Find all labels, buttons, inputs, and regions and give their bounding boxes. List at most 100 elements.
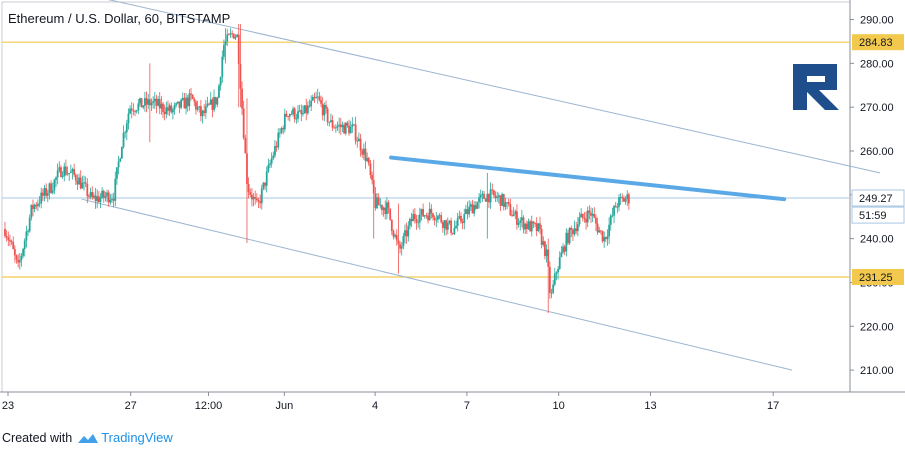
candle-body <box>84 182 87 184</box>
candle-body <box>106 192 108 197</box>
candle-body <box>433 217 436 221</box>
candle-body <box>469 204 472 207</box>
candle-body <box>420 209 423 215</box>
candle-body <box>153 98 156 102</box>
price-label-box-current <box>851 189 905 207</box>
candle-body <box>88 196 90 197</box>
candle-body <box>321 103 324 116</box>
price-label-current: 249.27 <box>859 193 893 205</box>
candle-body <box>606 236 609 240</box>
candle-body <box>540 228 543 245</box>
candle-body <box>86 183 89 197</box>
y-tick-label: 240.00 <box>860 234 894 246</box>
candle-body <box>481 193 484 195</box>
candle-body <box>598 230 601 233</box>
candle-body <box>216 97 219 105</box>
candle-body <box>96 196 99 202</box>
candle-body <box>448 220 451 223</box>
candle-body <box>224 41 227 46</box>
price-label-box-countdown <box>851 206 905 224</box>
candle-body <box>545 249 548 257</box>
candle-body <box>311 96 314 101</box>
candle-body <box>234 36 237 39</box>
candle-body <box>359 138 362 151</box>
candle-body <box>409 218 411 226</box>
footer-credit: Created with TradingView <box>2 430 173 445</box>
candle-body <box>249 192 252 195</box>
candle-body <box>32 204 34 209</box>
candle-body <box>280 128 283 133</box>
candle-body <box>402 236 405 247</box>
candle-body <box>333 127 336 129</box>
candle-body <box>356 140 359 142</box>
candle-body <box>287 116 290 118</box>
candle-body <box>183 97 186 109</box>
plot-area <box>1 1 851 393</box>
price-label-level: 231.25 <box>859 272 893 284</box>
candle-body <box>465 209 467 215</box>
candle-body <box>41 192 44 196</box>
candle-body <box>30 204 33 218</box>
candle-body <box>504 202 507 207</box>
candle-body <box>102 190 105 198</box>
candle-body <box>191 94 194 99</box>
candle-body <box>167 107 169 111</box>
candle-body <box>78 177 80 185</box>
candle-body <box>502 194 505 207</box>
candle-body <box>385 202 388 215</box>
candle-body <box>553 273 556 285</box>
candle-body <box>441 222 444 228</box>
candle-body <box>548 266 551 294</box>
candle-body <box>236 34 238 37</box>
candle-body <box>193 98 196 102</box>
candle-body <box>73 169 76 175</box>
candle-body <box>522 217 525 230</box>
candle-body <box>468 206 471 215</box>
candle-body <box>206 103 209 107</box>
candle-body <box>516 211 518 225</box>
candle-body <box>104 196 107 198</box>
candle-body <box>608 224 611 237</box>
candle-body <box>116 167 118 179</box>
candle-body <box>557 268 559 273</box>
candle-body <box>346 122 349 126</box>
candle-body <box>583 217 586 219</box>
candle-body <box>282 128 285 130</box>
candle-body <box>198 106 201 108</box>
candle-body <box>252 197 255 200</box>
candle-body <box>354 124 357 141</box>
candle-body <box>512 214 515 217</box>
candle-body <box>527 221 530 230</box>
candle-body <box>35 204 38 207</box>
channel-upper-line[interactable] <box>2 0 881 174</box>
candle-body <box>320 99 322 104</box>
candle-body <box>443 220 446 228</box>
candle-body <box>257 200 260 202</box>
candle-body <box>432 213 434 218</box>
candle-body <box>305 105 308 114</box>
candle-body <box>417 222 420 224</box>
candle-body <box>534 223 536 225</box>
candle-body <box>338 124 341 126</box>
channel-lower-line[interactable] <box>81 198 793 371</box>
tradingview-brand[interactable]: TradingView <box>101 430 173 445</box>
candle-body <box>176 101 179 104</box>
trend-line[interactable] <box>389 155 787 202</box>
candle-body <box>430 208 433 214</box>
candle-body <box>171 109 174 113</box>
candle-body <box>565 232 568 252</box>
candle-body <box>152 101 155 103</box>
candle-body <box>5 235 8 238</box>
candle-body <box>244 138 247 154</box>
candle-body <box>525 223 528 230</box>
candle-body <box>295 118 298 120</box>
candle-body <box>362 148 365 155</box>
candle-body <box>97 196 100 202</box>
candle-body <box>343 124 345 134</box>
candle-body <box>585 218 587 223</box>
candle-body <box>43 187 46 196</box>
candle-body <box>22 249 25 256</box>
candle-body <box>255 198 258 201</box>
candle-body <box>111 198 113 200</box>
